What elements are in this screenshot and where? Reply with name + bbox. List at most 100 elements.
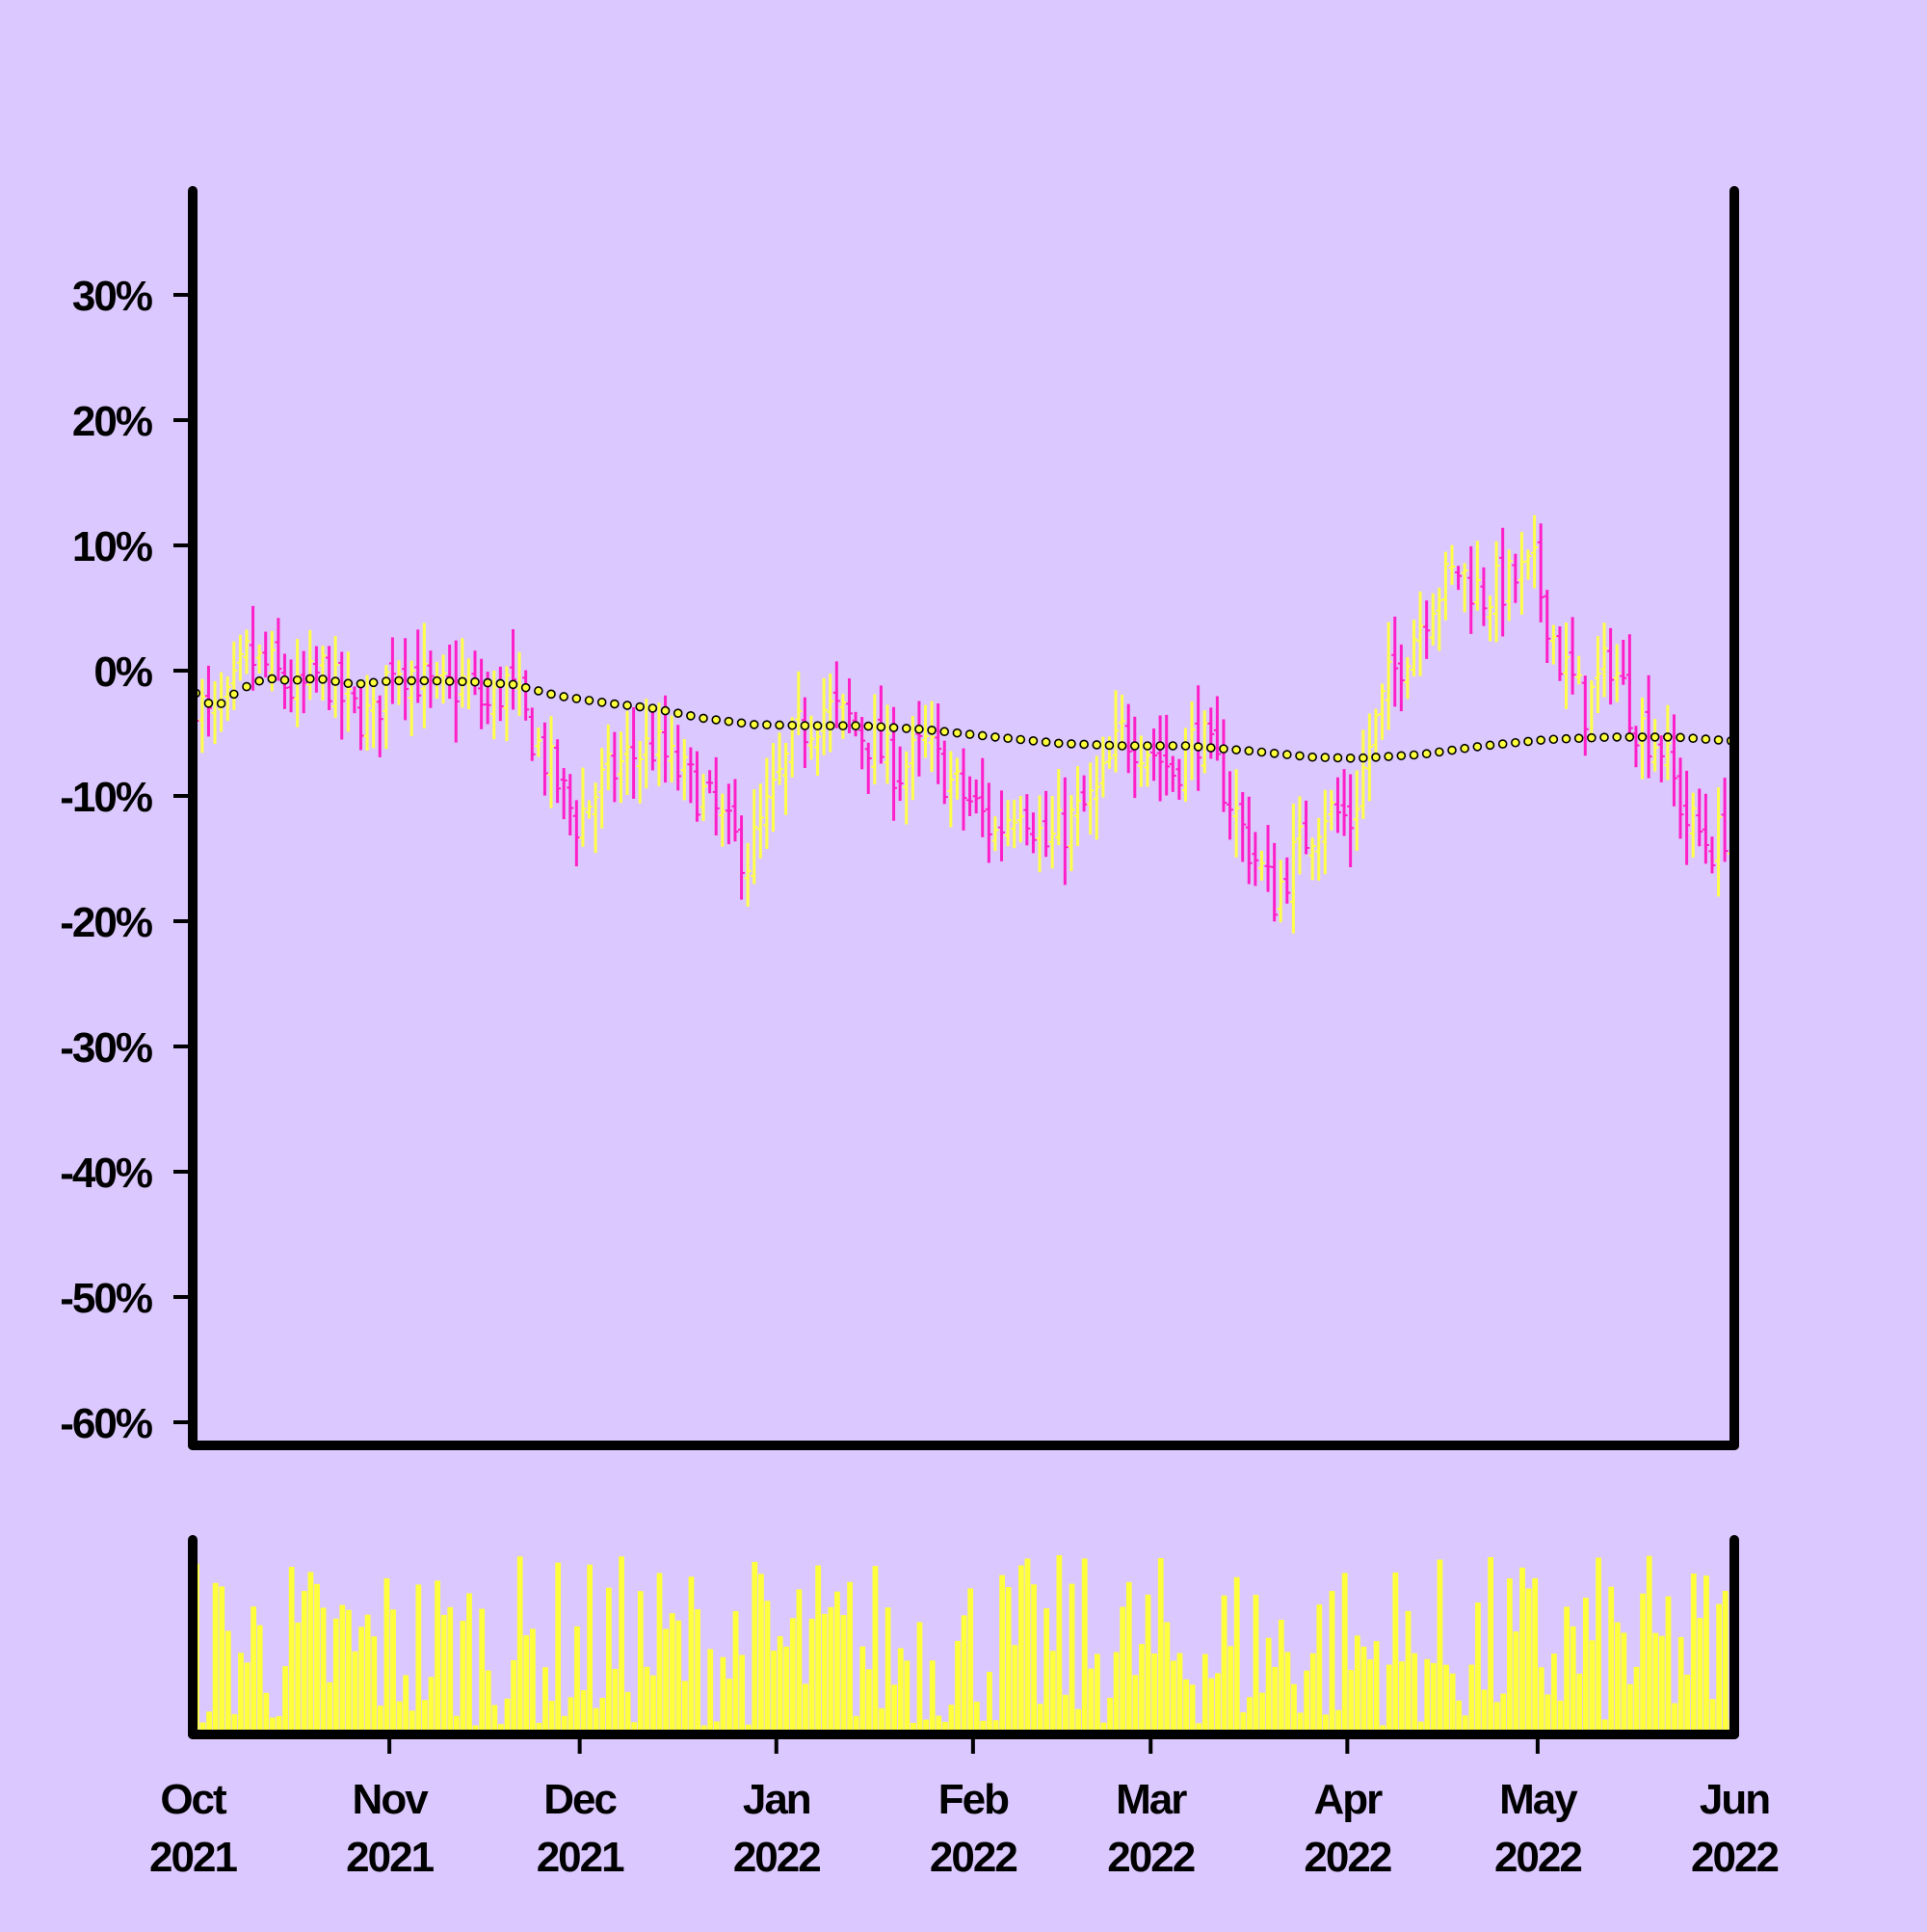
volume-bar (911, 1722, 916, 1734)
ohlc-bar (1029, 812, 1037, 854)
moving-average-point (711, 715, 722, 725)
volume-bar (1278, 1619, 1284, 1734)
volume-bar (872, 1566, 879, 1734)
ohlc-bar (1537, 523, 1544, 622)
volume-bar (929, 1660, 936, 1734)
moving-average-point (1485, 740, 1495, 751)
ohlc-bar (1473, 541, 1481, 611)
volume-bar (948, 1705, 955, 1734)
ohlc-bar (510, 628, 517, 710)
volume-bar (307, 1572, 314, 1734)
moving-average-point (673, 708, 683, 719)
volume-bar (1056, 1554, 1063, 1734)
volume-bar (955, 1640, 961, 1734)
moving-average-point (812, 721, 823, 731)
volume-bar (428, 1677, 435, 1734)
volume-bar (1532, 1577, 1539, 1734)
volume-bar (1348, 1670, 1355, 1734)
volume-bar (1291, 1683, 1297, 1734)
volume-bar (422, 1700, 428, 1734)
ohlc-bar (1613, 644, 1621, 702)
ohlc-bar (1670, 714, 1677, 807)
moving-average-point (1016, 734, 1026, 745)
ohlc-bar (1099, 736, 1107, 798)
volume-bar (498, 1724, 504, 1734)
volume-bar (707, 1649, 714, 1734)
moving-average-point (1053, 738, 1064, 749)
ohlc-bar (236, 634, 244, 681)
ohlc-bar (1036, 795, 1043, 873)
volume-bar (1304, 1670, 1310, 1734)
x-tick-year-label: 2022 (1494, 1834, 1581, 1881)
volume-bar (1164, 1622, 1171, 1734)
volume-bar (783, 1646, 790, 1734)
ohlc-bar (414, 629, 422, 703)
volume-bar (897, 1648, 904, 1734)
ohlc-bar (478, 658, 486, 729)
moving-average-point (571, 694, 582, 703)
ohlc-bar (1569, 617, 1576, 695)
ohlc-bar (1257, 850, 1265, 881)
ohlc-bar (496, 666, 504, 722)
ohlc-bar (338, 651, 346, 740)
ohlc-bar (940, 740, 948, 805)
volume-bar (238, 1653, 244, 1734)
volume-bar (796, 1589, 803, 1734)
ohlc-bar (198, 678, 206, 754)
moving-average-point (1143, 741, 1152, 751)
volume-bar (485, 1670, 491, 1734)
ohlc-bar (1620, 639, 1627, 685)
volume-bar (1646, 1555, 1652, 1734)
ohlc-bar (1277, 860, 1284, 923)
ohlc-bar (1365, 713, 1373, 802)
ohlc-bar (763, 757, 771, 850)
moving-average-point (1219, 744, 1228, 754)
ohlc-bar (832, 661, 840, 728)
volume-bar (650, 1675, 656, 1734)
volume-bar (504, 1698, 511, 1734)
ohlc-bar (1264, 825, 1272, 892)
volume-bar (1354, 1635, 1360, 1734)
ohlc-bar (1068, 795, 1075, 872)
volume-bar (1088, 1668, 1095, 1734)
ohlc-bar (579, 767, 587, 847)
ohlc-bar (1144, 746, 1151, 787)
volume-bar (314, 1583, 320, 1734)
ohlc-bar (1048, 796, 1056, 869)
ohlc-bar (630, 707, 638, 799)
volume-bar (764, 1601, 771, 1734)
ohlc-bar (1308, 837, 1316, 881)
moving-average-point (1701, 734, 1711, 744)
ohlc-bar (522, 670, 530, 721)
volume-bar (865, 1669, 872, 1734)
volume-bar (555, 1562, 562, 1734)
ohlc-bar (700, 774, 707, 821)
ohlc-bar (1625, 634, 1633, 742)
ohlc-bar (1607, 627, 1615, 705)
ohlc-bar (725, 783, 732, 845)
x-tick-year-label: 2021 (149, 1834, 237, 1881)
ohlc-bar (1499, 527, 1507, 637)
moving-average-point (1688, 733, 1699, 744)
ohlc-bar (1011, 799, 1018, 849)
volume-bar (713, 1721, 720, 1734)
volume-bar (1456, 1700, 1463, 1734)
ohlc-bar (776, 732, 783, 785)
ohlc-bar (1087, 762, 1095, 835)
ohlc-bar (643, 699, 650, 789)
ohlc-bar (1023, 794, 1031, 846)
moving-average-point (1295, 751, 1305, 761)
y-tick-label: 10% (72, 523, 152, 570)
moving-average-point (584, 696, 594, 705)
moving-average-point (1650, 732, 1660, 742)
volume-bar (624, 1691, 631, 1734)
volume-bar (1215, 1673, 1221, 1734)
ohlc-bar (909, 716, 916, 801)
ohlc-bar (1664, 704, 1672, 781)
ohlc-bar (801, 697, 808, 769)
moving-average-point (610, 699, 620, 709)
volume-bar (231, 1713, 238, 1734)
moving-average-point (1587, 732, 1597, 743)
volume-bar (631, 1722, 638, 1734)
